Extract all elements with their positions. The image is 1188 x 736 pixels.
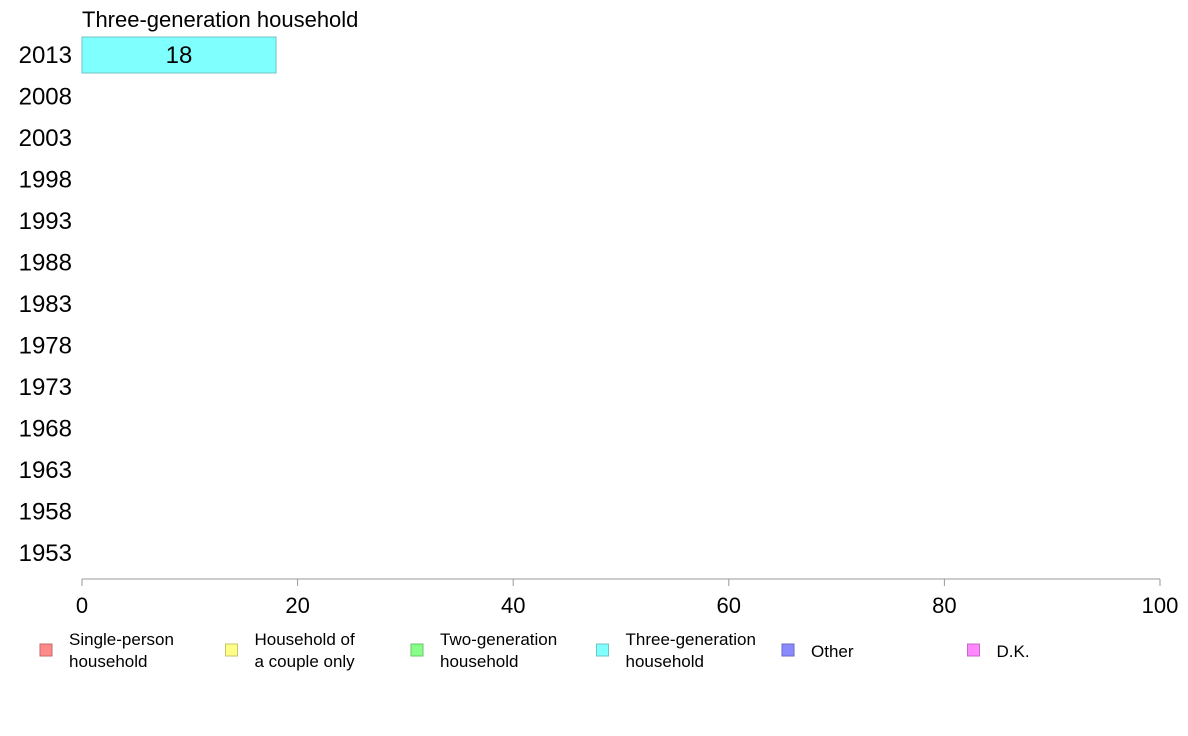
bars-group: 18 xyxy=(81,36,277,74)
year-label-1998: 1998 xyxy=(19,167,72,194)
legend-item-three-generation-household: Three-generation household xyxy=(596,630,756,671)
legend-label-line1: Three-generation xyxy=(626,630,756,649)
legend-item-two-generation-household: Two-generation household xyxy=(410,630,557,671)
legend-swatch-two-generation-household xyxy=(410,643,424,657)
legend-swatch-other xyxy=(781,643,795,657)
year-label-2008: 2008 xyxy=(19,84,72,111)
year-label-1978: 1978 xyxy=(19,333,72,360)
legend: Single-person household Household of a coup… xyxy=(39,630,1030,671)
legend-label: D.K. xyxy=(997,642,1030,661)
legend-item-single-person-household: Single-person household xyxy=(39,630,174,671)
year-label-2013: 2013 xyxy=(19,42,72,69)
year-label-1993: 1993 xyxy=(19,208,72,235)
year-label-1953: 1953 xyxy=(19,540,72,567)
year-label-1968: 1968 xyxy=(19,416,72,443)
legend-swatch-d-k xyxy=(967,643,980,657)
legend-item-other: Other xyxy=(781,642,854,661)
legend-item-household-of-a-couple-only: Household of a couple only xyxy=(225,630,356,671)
legend-label-line2: a couple only xyxy=(255,652,356,671)
series-title: Three-generation household xyxy=(82,7,358,32)
x-tick-label-0: 0 xyxy=(76,593,88,618)
legend-label-line2: household xyxy=(69,652,147,671)
legend-label-line2: household xyxy=(440,652,518,671)
x-axis: 0 20 40 60 80 100 xyxy=(76,578,1179,618)
year-label-2003: 2003 xyxy=(19,125,72,152)
bar-value-label-2013: 18 xyxy=(166,42,193,69)
legend-swatch-single-person-household xyxy=(39,643,53,657)
x-tick-label-100: 100 xyxy=(1142,593,1179,618)
year-labels: 2013 2008 2003 1998 1993 1988 1983 1978 1973 1968… xyxy=(19,42,72,567)
legend-label-line1: Household of xyxy=(255,630,355,649)
x-tick-label-40: 40 xyxy=(501,593,525,618)
legend-swatch-household-of-a-couple-only xyxy=(225,643,238,657)
legend-swatch-three-generation-household xyxy=(596,643,609,657)
legend-label: Other xyxy=(811,642,854,661)
legend-label-line1: Two-generation xyxy=(440,630,557,649)
year-label-1983: 1983 xyxy=(19,291,72,318)
legend-label-line2: household xyxy=(626,652,704,671)
legend-label-line1: Single-person xyxy=(69,630,174,649)
year-label-1958: 1958 xyxy=(19,499,72,526)
legend-item-d-k: D.K. xyxy=(967,642,1030,661)
x-tick-label-20: 20 xyxy=(285,593,309,618)
bar-2013 xyxy=(81,36,277,74)
year-label-1973: 1973 xyxy=(19,374,72,401)
year-label-1963: 1963 xyxy=(19,457,72,484)
x-tick-label-80: 80 xyxy=(932,593,956,618)
year-label-1988: 1988 xyxy=(19,250,72,277)
x-tick-label-60: 60 xyxy=(717,593,741,618)
